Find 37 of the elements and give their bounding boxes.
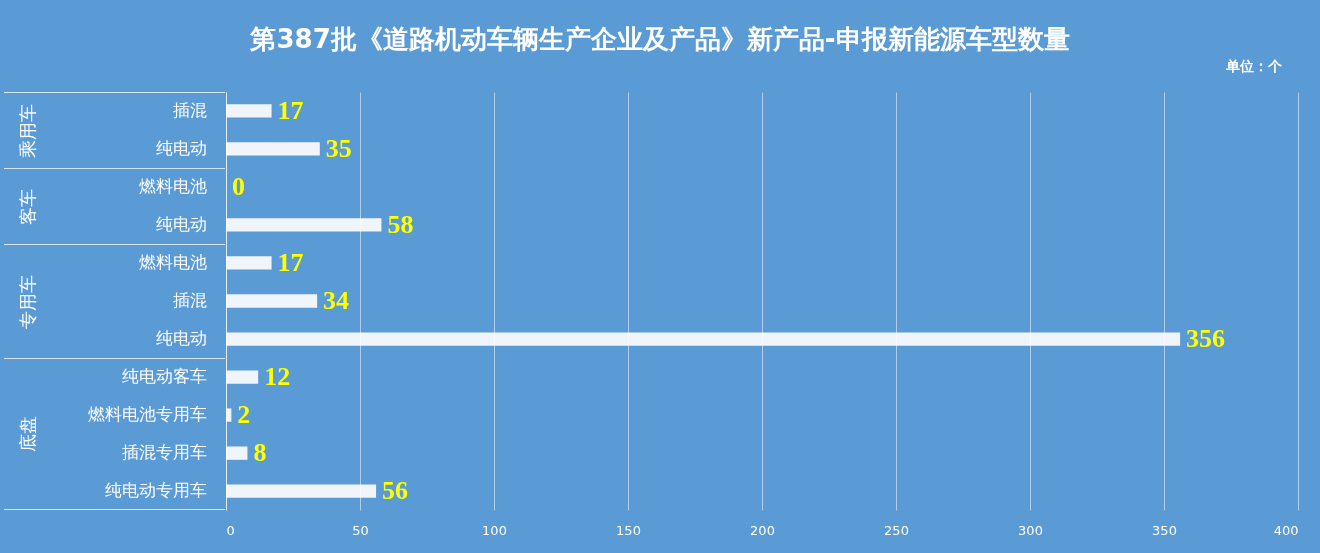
y-tick-label: 纯电动 xyxy=(155,137,207,158)
data-label: 0 xyxy=(232,171,245,201)
y-tick-label: 纯电动专用车 xyxy=(104,480,207,501)
y-tick-label: 纯电动 xyxy=(155,213,207,234)
data-label: 17 xyxy=(277,247,304,277)
x-tick-label: 150 xyxy=(616,522,641,538)
data-label: 17 xyxy=(277,95,304,125)
y-tick-label: 燃料电池专用车 xyxy=(87,404,207,425)
y-tick-label: 插混 xyxy=(172,99,207,120)
y-tick-label: 燃料电池 xyxy=(138,251,207,272)
y-tick-label: 纯电动客车 xyxy=(121,366,207,387)
x-tick-label: 50 xyxy=(352,522,369,538)
data-label: 58 xyxy=(387,209,414,239)
data-label: 356 xyxy=(1186,324,1226,354)
chart-title: 第387批《道路机动车辆生产企业及产品》新产品-申报新能源车型数量 xyxy=(249,23,1071,56)
y-tick-label: 插混专用车 xyxy=(121,442,207,463)
data-label: 34 xyxy=(323,286,350,315)
text: 客车 xyxy=(16,188,39,225)
y-tick-label: 燃料电池 xyxy=(138,175,207,196)
data-label: 56 xyxy=(382,476,409,506)
text: 底盘 xyxy=(16,416,39,452)
data-label: 8 xyxy=(253,438,267,468)
x-tick-label: 250 xyxy=(884,522,909,538)
x-tick-label: 400 xyxy=(1273,522,1299,538)
x-tick-label: 300 xyxy=(1018,522,1043,538)
text: 乘用车 xyxy=(16,103,39,158)
x-tick-label: 100 xyxy=(482,522,507,538)
y-tick-label: 纯电动 xyxy=(155,328,207,349)
x-tick-label: 200 xyxy=(750,522,775,538)
text: 专用车 xyxy=(16,274,39,329)
data-label: 12 xyxy=(264,362,291,392)
text: 单位：个 xyxy=(1226,58,1282,76)
x-tick-label: 350 xyxy=(1152,522,1177,538)
y-tick-label: 插混 xyxy=(172,290,207,310)
data-label: 2 xyxy=(237,400,251,430)
data-label: 35 xyxy=(325,133,352,163)
x-tick-label: 0 xyxy=(226,522,235,538)
